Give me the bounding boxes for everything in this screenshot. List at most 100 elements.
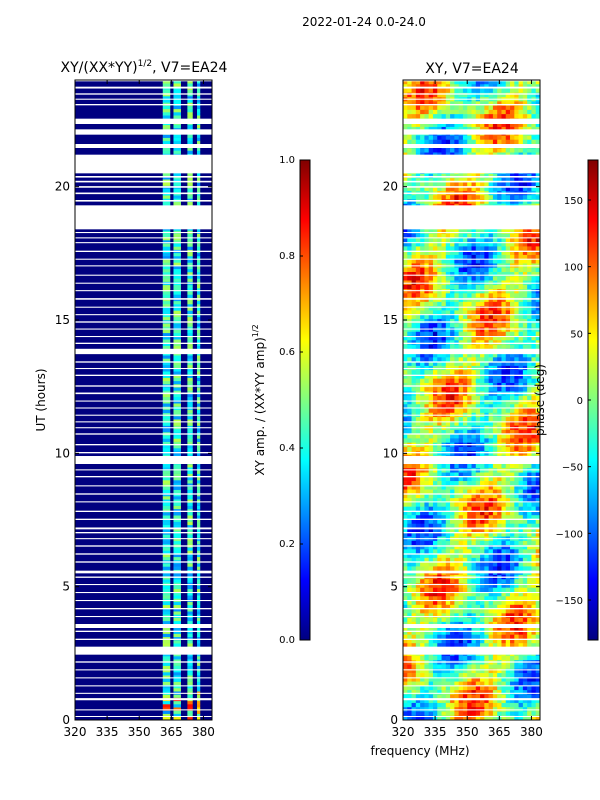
- flag-gap: [75, 265, 212, 267]
- bright-band-cell: [187, 336, 193, 340]
- phase-cell: [411, 609, 417, 614]
- phase-cell: [411, 109, 417, 115]
- phase-cell: [522, 242, 528, 247]
- phase-cell: [480, 233, 485, 239]
- phase-cell: [411, 617, 417, 623]
- phase-cell: [450, 451, 455, 456]
- phase-cell: [458, 88, 464, 94]
- phase-cell: [467, 609, 472, 614]
- phase-cell: [510, 519, 515, 525]
- bright-band-cell: [162, 438, 171, 442]
- bright-band-cell: [187, 428, 193, 433]
- phase-cell: [505, 310, 511, 315]
- phase-cell: [522, 583, 528, 589]
- phase-cell: [531, 404, 537, 409]
- flag-gap: [75, 232, 212, 234]
- phase-cell: [475, 259, 481, 264]
- bright-band-cell: [187, 409, 193, 414]
- phase-cell: [518, 344, 524, 350]
- bright-band-cell: [187, 243, 193, 247]
- phase-cell: [467, 327, 472, 333]
- phase-cell: [441, 378, 447, 384]
- phase-cell: [420, 182, 425, 187]
- phase-cell: [497, 549, 502, 554]
- phase-cell: [518, 139, 524, 145]
- phase-cell: [415, 387, 421, 392]
- phase-cell: [531, 502, 537, 507]
- phase-cell: [403, 562, 408, 567]
- phase-cell: [415, 289, 421, 294]
- phase-cell: [518, 609, 524, 614]
- phase-cell: [480, 532, 485, 537]
- phase-cell: [531, 105, 537, 111]
- phase-cell: [407, 336, 412, 341]
- phase-cell: [407, 540, 412, 546]
- phase-cell: [450, 301, 455, 307]
- phase-cell: [415, 126, 421, 132]
- phase-cell: [445, 587, 451, 593]
- phase-cell: [475, 289, 481, 294]
- phase-cell: [441, 246, 447, 251]
- phase-cell: [454, 566, 459, 571]
- phase-cell: [445, 387, 451, 392]
- phase-cell: [441, 344, 447, 350]
- phase-cell: [428, 370, 434, 375]
- phase-cell: [522, 472, 528, 478]
- phase-cell: [484, 387, 489, 392]
- phase-cell: [488, 417, 494, 422]
- phase-cell: [535, 323, 541, 328]
- bright-band-cell: [197, 316, 201, 321]
- phase-cell: [535, 272, 541, 277]
- phase-cell: [488, 387, 494, 392]
- phase-cell: [445, 502, 451, 507]
- bright-band-cell: [173, 355, 181, 359]
- phase-cell: [501, 613, 507, 618]
- flag-gap: [75, 485, 212, 487]
- phase-cell: [522, 395, 528, 401]
- phase-cell: [510, 562, 515, 567]
- phase-cell: [471, 583, 477, 589]
- phase-cell: [454, 272, 459, 277]
- flag-gap: [75, 290, 212, 292]
- phase-cell: [492, 101, 498, 106]
- phase-cell: [518, 600, 524, 606]
- phase-cell: [471, 84, 477, 89]
- phase-cell: [424, 583, 429, 589]
- phase-cell: [437, 344, 442, 350]
- phase-cell: [484, 468, 489, 473]
- phase-cell: [445, 318, 451, 324]
- phase-cell: [450, 523, 455, 529]
- phase-cell: [488, 323, 494, 328]
- phase-cell: [488, 583, 494, 589]
- phase-cell: [437, 404, 442, 409]
- phase-cell: [471, 318, 477, 324]
- phase-cell: [407, 114, 412, 119]
- bright-band-cell: [162, 137, 171, 142]
- phase-cell: [424, 557, 429, 563]
- phase-cell: [471, 301, 477, 307]
- phase-cell: [510, 293, 515, 298]
- phase-cell: [450, 485, 455, 490]
- phase-cell: [445, 105, 451, 111]
- phase-cell: [424, 510, 429, 516]
- phase-cell: [492, 387, 498, 392]
- phase-cell: [497, 434, 502, 439]
- phase-cell: [437, 323, 442, 328]
- phase-cell: [480, 126, 485, 132]
- phase-cell: [501, 148, 507, 153]
- bright-band-cell: [197, 422, 201, 426]
- phase-cell: [411, 344, 417, 350]
- phase-cell: [531, 485, 537, 490]
- phase-cell: [424, 101, 429, 106]
- phase-cell: [488, 489, 494, 495]
- phase-cell: [428, 272, 434, 277]
- bright-band-cell: [197, 182, 201, 186]
- phase-cell: [403, 476, 408, 482]
- phase-cell: [518, 532, 524, 537]
- bright-band-cell: [162, 294, 171, 298]
- phase-cell: [531, 604, 537, 610]
- phase-cell: [420, 382, 425, 388]
- phase-cell: [510, 323, 515, 328]
- phase-cell: [531, 186, 537, 192]
- phase-cell: [505, 506, 511, 512]
